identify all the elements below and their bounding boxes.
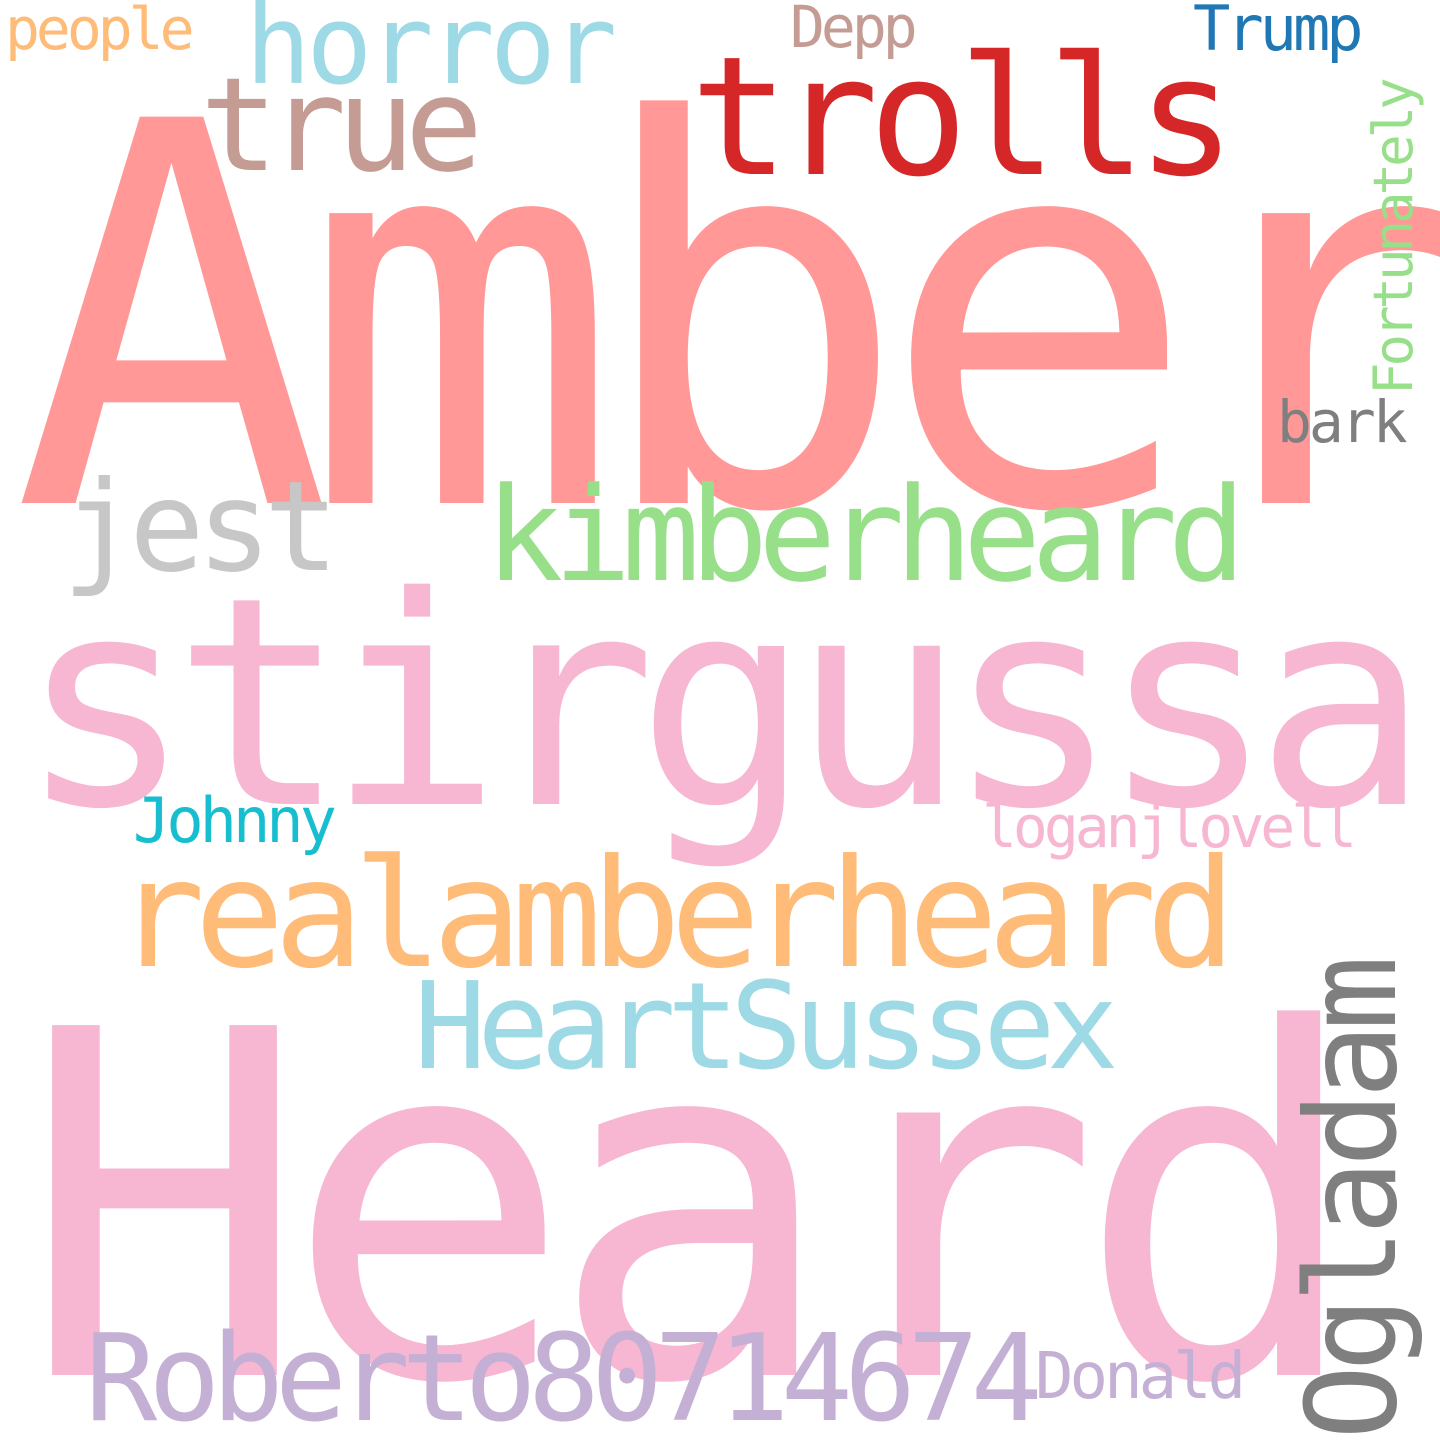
- word-donald: Donald: [1035, 1340, 1246, 1414]
- word-heard: Heard: [20, 930, 1365, 1440]
- word-stirgussa: stirgussa: [18, 536, 1429, 873]
- word-fortunately: Fortunately: [1362, 81, 1425, 395]
- word-true: true: [200, 49, 483, 201]
- word-roberto: Roberto80714674: [85, 1310, 1043, 1440]
- word-trump: Trump: [1193, 0, 1364, 65]
- word-loganjlovell: loganjlovell: [982, 793, 1357, 861]
- word-johnny: Johnny: [133, 784, 337, 857]
- word-realamberheard: realamberheard: [115, 828, 1236, 1002]
- word-trolls: trolls: [690, 21, 1236, 213]
- word-bark: bark: [1277, 388, 1408, 456]
- word-jest: jest: [62, 455, 339, 600]
- word-ogladam: Ogladam: [1280, 962, 1425, 1440]
- word-people: people: [5, 0, 195, 63]
- word-depp: Depp: [790, 0, 918, 61]
- word-amber: Amber: [12, 11, 1440, 628]
- word-heartsussex: HeartSussex: [414, 958, 1119, 1097]
- word-horror: horror: [245, 0, 617, 109]
- word-kimberheard: kimberheard: [485, 459, 1246, 611]
